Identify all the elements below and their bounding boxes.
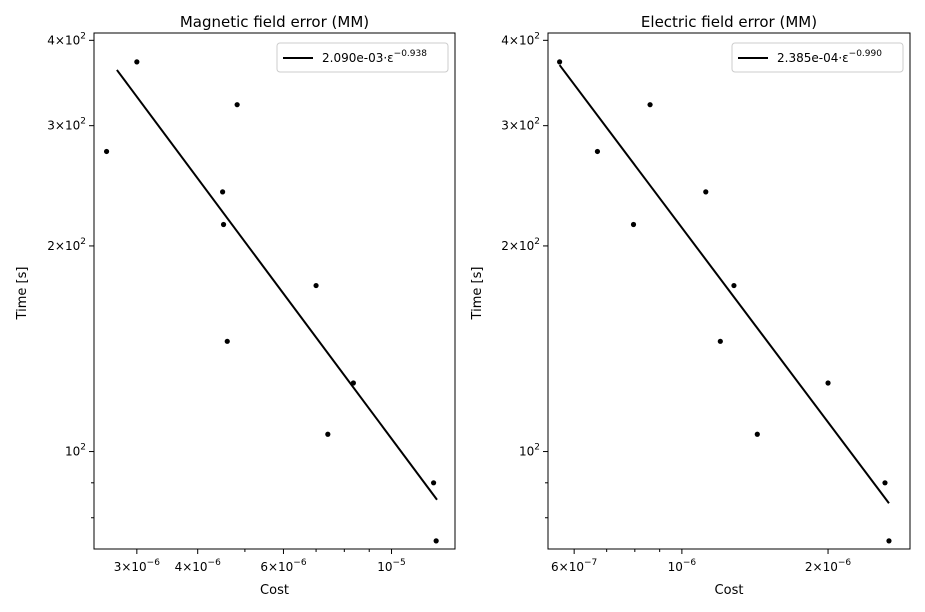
magnetic-data-point bbox=[433, 538, 439, 544]
magnetic-ticks: 102 2×102 3×102 4×102 3×10−6 4×10−6 6×10−6 10−5 bbox=[47, 31, 406, 574]
magnetic-legend: 2.090e-03·ε−0.938 bbox=[276, 42, 449, 73]
electric-y-tick-label: 3×102 bbox=[501, 117, 540, 133]
electric-data-point bbox=[731, 282, 737, 289]
magnetic-data-point bbox=[325, 431, 331, 437]
magnetic-y-tick-label: 102 bbox=[65, 443, 86, 459]
electric-ticks: 102 2×102 3×102 4×102 6×10−7 10−6 2×10−6 bbox=[501, 31, 851, 574]
magnetic-data-point bbox=[234, 102, 240, 108]
electric-legend: 2.385e-04·ε−0.990 bbox=[731, 42, 904, 73]
magnetic-y-axis-label: Time [s] bbox=[15, 267, 30, 321]
magnetic-plot-frame bbox=[93, 32, 456, 550]
magnetic-fit-line bbox=[116, 69, 438, 501]
electric-data-point bbox=[886, 538, 892, 544]
electric-data-point bbox=[882, 480, 888, 486]
electric-plot-frame bbox=[547, 32, 911, 550]
magnetic-x-tick-label: 3×10−6 bbox=[114, 558, 161, 574]
magnetic-legend-box bbox=[276, 42, 449, 73]
electric-x-tick-label: 2×10−6 bbox=[805, 558, 852, 574]
electric-legend-exp: −0.990 bbox=[849, 49, 883, 59]
electric-data-point bbox=[754, 431, 760, 437]
electric-legend-coef: 2.385e-04 bbox=[777, 51, 838, 65]
magnetic-y-tick-label: 2×102 bbox=[47, 237, 86, 253]
magnetic-data-point bbox=[313, 282, 319, 289]
magnetic-fit-line-group bbox=[116, 69, 438, 501]
electric-data-point bbox=[717, 338, 723, 344]
magnetic-data-point bbox=[350, 380, 356, 386]
electric-chart-title: Electric field error (MM) bbox=[641, 13, 817, 31]
magnetic-data-point bbox=[134, 59, 140, 65]
electric-data-point bbox=[557, 59, 563, 65]
electric-legend-label: 2.385e-04·ε−0.990 bbox=[777, 49, 882, 65]
electric-legend-box bbox=[731, 42, 904, 73]
magnetic-data-point bbox=[430, 480, 437, 486]
magnetic-y-tick-label: 3×102 bbox=[47, 117, 86, 133]
electric-fit-line-group bbox=[558, 64, 890, 504]
electric-data-point bbox=[594, 148, 601, 155]
electric-fit-line bbox=[558, 64, 890, 504]
magnetic-legend-label: 2.090e-03·ε−0.938 bbox=[322, 49, 427, 65]
electric-y-axis-label: Time [s] bbox=[470, 267, 485, 321]
electric-data-point bbox=[630, 221, 637, 228]
electric-data-point bbox=[647, 102, 653, 108]
magnetic-legend-exp: −0.938 bbox=[394, 49, 428, 59]
electric-y-tick-label: 4×102 bbox=[501, 31, 540, 47]
electric-data-point bbox=[825, 380, 831, 386]
electric-x-tick-label: 6×10−7 bbox=[551, 558, 597, 574]
magnetic-legend-coef: 2.090e-03 bbox=[322, 51, 383, 65]
magnetic-chart-title: Magnetic field error (MM) bbox=[180, 13, 369, 31]
magnetic-data-point bbox=[220, 189, 226, 195]
electric-y-tick-label: 2×102 bbox=[501, 237, 540, 253]
magnetic-panel: Magnetic field error (MM) Cost Time [s] … bbox=[15, 13, 456, 598]
electric-panel: Electric field error (MM) Cost Time [s] … bbox=[470, 13, 911, 598]
magnetic-x-tick-label: 6×10−6 bbox=[260, 558, 307, 574]
magnetic-data-point bbox=[103, 148, 110, 155]
magnetic-y-tick-label: 4×102 bbox=[47, 31, 86, 47]
electric-x-tick-label: 10−6 bbox=[668, 558, 697, 574]
magnetic-points bbox=[103, 59, 439, 544]
electric-y-tick-label: 102 bbox=[519, 443, 540, 459]
magnetic-x-axis-label: Cost bbox=[260, 583, 289, 598]
magnetic-x-tick-label: 10−5 bbox=[377, 558, 406, 574]
magnetic-data-point bbox=[224, 338, 230, 344]
electric-points bbox=[557, 59, 892, 544]
magnetic-x-tick-label: 4×10−6 bbox=[175, 558, 222, 574]
electric-data-point bbox=[703, 189, 709, 195]
magnetic-data-point bbox=[220, 221, 227, 228]
electric-x-axis-label: Cost bbox=[715, 583, 744, 598]
